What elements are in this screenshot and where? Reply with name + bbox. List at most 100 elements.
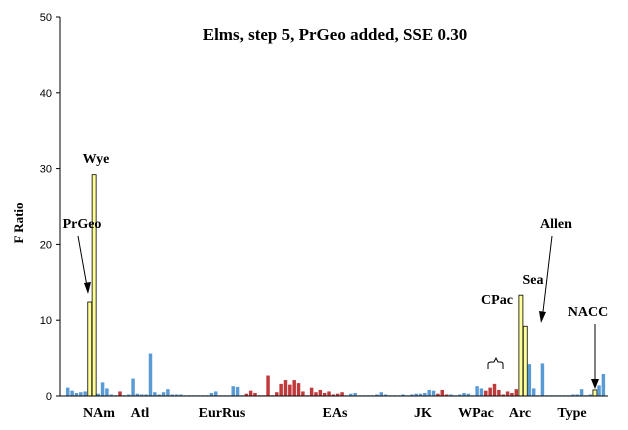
bar-blue <box>410 394 414 396</box>
annotation-wye: Wye <box>83 152 110 167</box>
bar-blue <box>575 394 579 396</box>
bar-blue <box>462 392 466 396</box>
bar-red <box>318 389 323 396</box>
bar-red <box>488 387 492 396</box>
bar-blue <box>431 390 436 396</box>
category-label-wpac: WPac <box>458 406 494 421</box>
bar-blue <box>144 394 148 396</box>
bar-red <box>118 391 122 396</box>
bar-red <box>248 390 253 396</box>
arrowhead-prgeo <box>84 282 91 294</box>
category-label-jk: JK <box>414 406 432 421</box>
arrow-prgeo <box>77 235 89 293</box>
bar-blue <box>140 394 144 396</box>
bar-blue <box>466 393 471 396</box>
category-label-eas: EAs <box>323 406 348 421</box>
bar-red <box>314 392 318 396</box>
y-tick-label: 30 <box>40 164 52 176</box>
y-axis-label: F Ratio <box>11 202 26 243</box>
bar-yellow <box>592 389 598 397</box>
bar-red <box>505 391 510 396</box>
bar-blue <box>100 382 105 396</box>
bar-blue <box>83 391 87 396</box>
bar-blue <box>414 393 418 396</box>
bar-blue <box>401 394 405 396</box>
bar-blue <box>214 391 218 396</box>
bar-red <box>253 392 257 396</box>
bar-blue <box>126 394 131 396</box>
annotation-sea: Sea <box>523 273 544 288</box>
bar-red <box>309 387 314 396</box>
bar-blue <box>179 394 183 396</box>
bar-blue <box>449 394 453 396</box>
bar-red <box>501 394 505 396</box>
y-tick-label: 40 <box>40 88 52 100</box>
bar-red <box>288 384 292 396</box>
arrowhead-nacc <box>591 379 599 389</box>
bar-red <box>292 380 296 396</box>
bar-blue <box>74 392 79 396</box>
bar-blue <box>157 394 161 396</box>
bar-red <box>283 380 288 396</box>
category-label-arc: Arc <box>509 406 531 421</box>
bar-blue <box>66 387 70 396</box>
bar-blue <box>135 393 140 396</box>
bar-yellow <box>522 325 528 397</box>
bar-red <box>296 383 301 396</box>
y-tick-label: 50 <box>40 12 52 24</box>
bar-red <box>244 393 249 396</box>
bar-red <box>436 393 440 396</box>
bar-red <box>327 391 331 396</box>
bar-red <box>484 390 488 396</box>
bar-blue <box>153 392 157 396</box>
bar-blue <box>109 394 114 396</box>
bar-blue <box>70 390 74 396</box>
bar-blue <box>383 394 388 396</box>
bar-blue <box>423 392 427 396</box>
bar-blue <box>170 394 174 396</box>
bar-blue <box>105 388 109 396</box>
bar-red <box>497 389 501 396</box>
x-category-labels: NAm Atl EurRus EAs JK WPac Arc Type <box>83 406 587 421</box>
bar-blue <box>174 394 179 396</box>
bar-red <box>440 389 444 396</box>
bar-blue <box>235 386 240 396</box>
y-tick-label: 20 <box>40 239 52 251</box>
arrowhead-allen <box>539 311 546 323</box>
bar-red <box>301 391 305 396</box>
bar-blue <box>379 392 384 396</box>
annotation-nacc: NACC <box>568 305 608 320</box>
bar-blue <box>427 389 431 396</box>
bar-blue <box>579 389 584 396</box>
bar-blue <box>209 392 214 396</box>
bar-red <box>510 392 514 396</box>
bar-red <box>336 393 340 396</box>
bar-blue <box>79 392 83 396</box>
bar-blue <box>588 394 593 396</box>
bar-red <box>340 392 344 396</box>
bar-red <box>266 375 270 396</box>
bar-blue <box>540 363 545 396</box>
chart-title: Elms, step 5, PrGeo added, SSE 0.30 <box>203 25 467 44</box>
annotation-allen: Allen <box>540 217 572 232</box>
bar-series <box>66 174 606 397</box>
bar-blue <box>231 386 235 396</box>
bar-blue <box>457 394 462 396</box>
bar-blue <box>349 393 353 396</box>
category-label-atl: Atl <box>131 406 150 421</box>
bar-blue <box>527 364 532 396</box>
bar-red <box>279 383 283 396</box>
annotation-cpac: CPac <box>481 293 513 308</box>
category-label-nam: NAm <box>83 406 115 421</box>
bar-red <box>492 383 497 396</box>
bar-red <box>322 392 327 396</box>
y-axis: 0 10 20 30 40 50 <box>40 12 61 403</box>
bar-red <box>514 389 519 396</box>
bar-blue <box>161 392 166 396</box>
bar-blue <box>353 392 357 396</box>
annotations: PrGeo Wye CPac Sea Allen NACC <box>63 152 608 389</box>
bar-blue <box>148 353 153 396</box>
bar-yellow <box>91 174 97 397</box>
bar-blue <box>375 394 379 396</box>
